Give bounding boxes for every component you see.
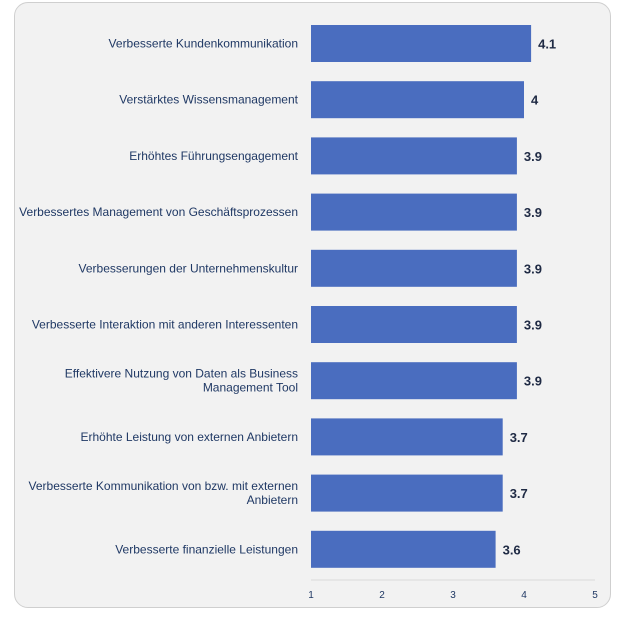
bar-3 — [311, 137, 517, 175]
value-label-8: 3.7 — [510, 430, 528, 445]
x-tick-2: 2 — [379, 590, 385, 601]
category-label-9-line-1: Verbesserte Kommunikation von bzw. mit e… — [29, 479, 298, 493]
category-label-9-line-2: Anbietern — [247, 493, 298, 507]
x-ticks: 1 2 3 4 5 — [308, 590, 598, 601]
value-label-9: 3.7 — [510, 486, 528, 501]
category-label-8: Erhöhte Leistung von externen Anbietern — [81, 430, 299, 444]
value-label-6: 3.9 — [524, 318, 542, 333]
value-label-7: 3.9 — [524, 374, 542, 389]
bar-2 — [311, 81, 524, 119]
value-labels: 4.1 4 3.9 3.9 3.9 3.9 3.9 3.7 3.7 3.6 — [503, 37, 557, 558]
value-label-10: 3.6 — [503, 542, 521, 557]
bar-10 — [311, 530, 496, 568]
x-tick-4: 4 — [521, 590, 527, 601]
category-label-6: Verbesserte Interaktion mit anderen Inte… — [32, 318, 298, 332]
bar-6 — [311, 306, 517, 343]
category-label-4: Verbessertes Management von Geschäftspro… — [19, 205, 298, 219]
bar-7 — [311, 362, 517, 400]
category-label-1: Verbesserte Kundenkommunikation — [109, 37, 298, 51]
bar-4 — [311, 193, 517, 231]
value-label-1: 4.1 — [538, 37, 556, 52]
category-label-7-line-2: Management Tool — [203, 381, 298, 395]
x-tick-3: 3 — [450, 590, 456, 601]
category-labels: Verbesserte Kundenkommunikation Verstärkt… — [19, 37, 298, 557]
category-label-10: Verbesserte finanzielle Leistungen — [115, 542, 298, 556]
category-label-2: Verstärktes Wissensmanagement — [119, 93, 298, 107]
bar-5 — [311, 249, 517, 287]
x-tick-5: 5 — [592, 590, 598, 601]
category-label-7-line-1: Effektivere Nutzung von Daten als Busine… — [65, 367, 298, 381]
value-label-5: 3.9 — [524, 261, 542, 276]
bar-1 — [311, 25, 532, 62]
value-label-3: 3.9 — [524, 149, 542, 164]
value-label-4: 3.9 — [524, 205, 542, 220]
category-label-3: Erhöhtes Führungsengagement — [129, 149, 298, 163]
bars — [311, 25, 532, 568]
bar-8 — [311, 418, 503, 456]
x-tick-1: 1 — [308, 590, 314, 601]
category-label-5: Verbesserungen der Unternehmenskultur — [79, 261, 298, 275]
value-label-2: 4 — [531, 93, 539, 108]
bar-9 — [311, 474, 503, 512]
